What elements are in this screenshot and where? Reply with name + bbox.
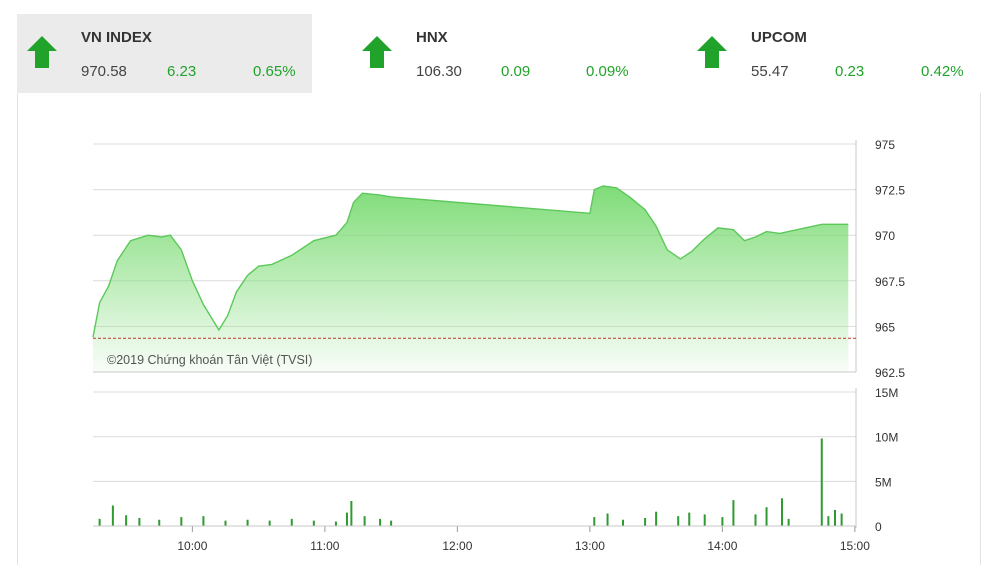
- volume-bar: [312, 520, 315, 526]
- volume-bar: [677, 516, 680, 526]
- volume-tick-label: 10M: [875, 431, 898, 445]
- index-percent: 0.09%: [586, 63, 629, 80]
- volume-bar: [703, 514, 706, 526]
- volume-bar: [111, 505, 114, 526]
- index-value: 970.58: [81, 63, 127, 80]
- volume-bar: [180, 517, 183, 526]
- volume-bar: [644, 517, 647, 526]
- time-tick-label: 10:00: [177, 539, 207, 553]
- price-line: [92, 185, 849, 338]
- index-change: 0.23: [835, 63, 865, 80]
- volume-bar: [290, 518, 293, 526]
- price-tick-label: 972.5: [875, 184, 905, 198]
- volume-bar: [334, 521, 337, 526]
- volume-bar: [593, 517, 596, 526]
- tab-hnx[interactable]: HNX 106.30 0.09 0.09%: [352, 14, 647, 93]
- volume-bar: [834, 509, 836, 526]
- volume-tick-label: 5M: [875, 475, 892, 489]
- volume-bar: [754, 514, 757, 526]
- volume-bar: [721, 517, 724, 526]
- index-change: 0.09: [501, 63, 531, 80]
- time-tick-label: 13:00: [575, 539, 605, 553]
- up-arrow-icon: [27, 36, 57, 68]
- time-tick-label: 12:00: [442, 539, 472, 553]
- index-name: HNX: [416, 29, 448, 46]
- volume-bar: [125, 515, 128, 526]
- up-arrow-icon: [697, 36, 727, 68]
- volume-bar: [840, 513, 843, 526]
- volume-bar: [345, 512, 348, 526]
- price-tick-label: 970: [875, 229, 895, 243]
- price-tick-label: 965: [875, 320, 895, 334]
- tab-vn-index[interactable]: VN INDEX 970.58 6.23 0.65%: [17, 14, 312, 93]
- index-change: 6.23: [167, 63, 197, 80]
- volume-bar: [606, 513, 609, 526]
- index-percent: 0.42%: [921, 63, 964, 80]
- tab-upcom[interactable]: UPCOM 55.47 0.23 0.42%: [687, 14, 982, 93]
- volume-bar: [732, 500, 735, 526]
- volume-bar: [827, 516, 830, 526]
- index-name: UPCOM: [751, 29, 807, 46]
- volume-bar: [787, 518, 790, 526]
- volume-bar: [350, 500, 353, 526]
- volume-bar: [224, 520, 227, 526]
- volume-bar: [379, 518, 382, 526]
- index-percent: 0.65%: [253, 63, 296, 80]
- volume-bar: [246, 519, 249, 526]
- volume-bar: [655, 511, 658, 526]
- volume-bar: [158, 519, 161, 526]
- up-arrow-icon: [362, 36, 392, 68]
- index-name: VN INDEX: [81, 29, 152, 46]
- volume-bar: [268, 520, 271, 526]
- volume-bar: [138, 517, 141, 526]
- watermark: ©2019 Chứng khoán Tân Việt (TVSI): [107, 353, 313, 367]
- price-area: [93, 186, 849, 372]
- price-tick-label: 967.5: [875, 275, 905, 289]
- index-value: 55.47: [751, 63, 789, 80]
- volume-bar: [98, 518, 101, 526]
- time-tick-label: 11:00: [310, 539, 339, 553]
- volume-bar: [765, 507, 768, 526]
- index-value: 106.30: [416, 63, 462, 80]
- volume-bar: [781, 498, 783, 526]
- volume-bar: [390, 520, 393, 526]
- chart-panel: [17, 93, 981, 565]
- volume-bar: [622, 519, 624, 526]
- time-tick-label: 14:00: [707, 539, 737, 553]
- volume-bar: [688, 512, 691, 526]
- volume-bar: [820, 438, 823, 526]
- volume-tick-label: 15M: [875, 386, 898, 400]
- volume-bar: [363, 516, 366, 526]
- price-tick-label: 962.5: [875, 366, 905, 380]
- time-tick-label: 15:00: [840, 539, 870, 553]
- volume-tick-label: 0: [875, 520, 882, 534]
- volume-bar: [202, 516, 205, 526]
- price-tick-label: 975: [875, 138, 895, 152]
